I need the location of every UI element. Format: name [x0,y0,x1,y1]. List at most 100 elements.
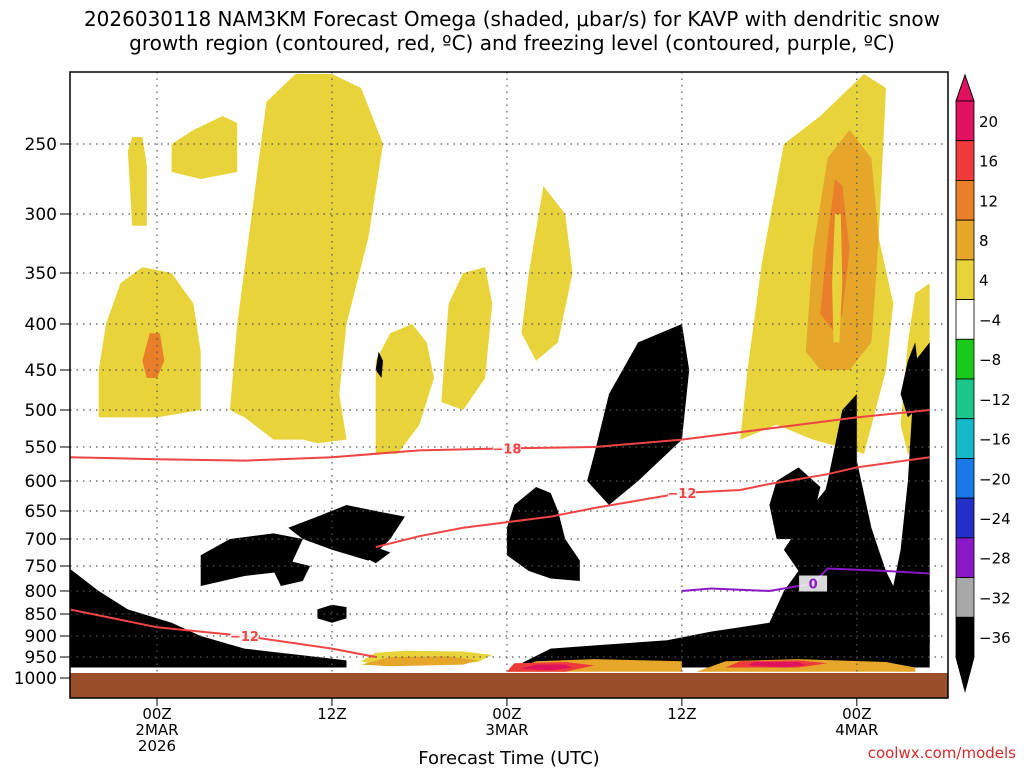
contour-label-bg-2 [230,628,259,644]
omega-region-2 [127,137,147,226]
y-tick-label-500: 500 [25,401,57,421]
y-tick-label-550: 550 [25,438,57,458]
colorbar-swatch-4 [955,259,975,300]
ground-terrain [70,673,948,698]
y-tick-label-350: 350 [25,264,57,284]
y-tick-label-700: 700 [25,530,57,550]
colorbar-label-13: −36 [979,629,1011,647]
colorbar-swatch-5 [955,299,975,340]
colorbar-swatch-1 [955,140,975,181]
y-tick-label-400: 400 [25,315,57,335]
omega-region-34 [821,513,831,537]
x-tick-label-18-0: 12Z [317,705,346,723]
colorbar-label-7: −12 [979,391,1011,409]
contour-label-3: 0 [809,578,818,593]
x-tick-label-6-0: 00Z [142,705,171,723]
colorbar-label-3: 8 [979,232,989,250]
y-tick-label-950: 950 [25,648,57,668]
y-tick-label-1000: 1000 [14,669,57,689]
contour-line-2 [70,608,376,658]
y-tick-label-650: 650 [25,502,57,522]
colorbar-label-12: −32 [979,589,1011,607]
x-axis-label: Forecast Time (UTC) [418,748,599,768]
omega-region-14 [142,333,165,378]
contour-label-bg-1 [667,485,696,501]
y-tick-label-450: 450 [25,361,57,381]
omega-region-4 [171,116,238,179]
contour-label-0: −18 [492,442,521,457]
x-tick-label-30-1: 3MAR [485,721,528,739]
omega-region-25 [375,351,383,378]
colorbar-swatch-9 [955,458,975,499]
contour-label-bg-0 [492,440,521,457]
colorbar-swatch-11 [955,537,975,578]
omega-region-38 [361,656,478,667]
x-tick-label-42-0: 12Z [667,705,696,723]
colorbar-label-4: 4 [979,272,989,290]
omega-region-5 [375,324,434,454]
omega-region-22 [317,604,347,623]
omega-region-3 [229,74,383,444]
omega-region-18 [273,560,311,586]
colorbar-label-5: −4 [979,311,1001,329]
colorbar-swatch-12 [955,577,975,618]
y-axis: 2503003504004505005506006507007508008509… [14,135,70,689]
y-tick-label-850: 850 [25,605,57,625]
contour-label-2: −12 [230,630,259,645]
colorbar-top-arrow [955,73,975,102]
x-tick-label-6-1: 2MAR [135,721,178,739]
colorbar-label-2: 12 [979,192,998,210]
x-tick-label-54-0: 00Z [842,705,871,723]
contour-line-0 [70,409,930,462]
colorbar-swatch-3 [955,219,975,261]
colorbar-bottom-arrow [955,656,975,693]
colorbar-label-11: −28 [979,550,1011,568]
omega-region-32 [900,342,920,418]
y-tick-label-250: 250 [25,135,57,155]
omega-shading [70,74,930,672]
contour-label-bg-3 [799,575,828,592]
x-tick-label-54-1: 4MAR [835,721,878,739]
omega-region-29 [84,629,172,662]
colorbar-label-9: −20 [979,470,1011,488]
contour-label-1: −12 [667,487,696,502]
omega-region-21 [587,324,690,505]
y-tick-label-300: 300 [25,205,57,225]
colorbar-label-6: −8 [979,351,1001,369]
omega-region-7 [521,186,573,361]
colorbar-swatch-0 [955,100,975,142]
y-tick-label-600: 600 [25,472,57,492]
chart-title-line1: 2026030118 NAM3KM Forecast Omega (shaded… [83,7,941,31]
omega-region-13 [832,214,843,343]
grid-lines [70,72,948,698]
y-tick-label-900: 900 [25,627,57,647]
x-tick-label-6-2: 2026 [138,737,176,755]
colorbar-swatch-8 [955,418,975,459]
omega-region-6 [441,267,493,410]
colorbar-swatch-6 [955,338,975,380]
colorbar-label-0: 20 [979,113,998,131]
colorbar-swatch-13 [955,616,975,658]
site-credit: coolwx.com/models [867,744,1016,762]
y-tick-label-800: 800 [25,582,57,602]
colorbar-swatch-10 [955,497,975,539]
omega-region-42 [747,662,806,668]
colorbar-swatch-2 [955,180,975,221]
colorbar-label-1: 16 [979,153,998,171]
omega-region-41 [521,664,573,671]
colorbar-label-8: −16 [979,431,1011,449]
colorbar-label-10: −24 [979,510,1011,528]
plot-frame [69,71,949,699]
x-tick-label-30-0: 00Z [492,705,521,723]
contour-lines: −18 −12 −12 0 [70,409,930,658]
colorbar-swatch-7 [955,378,975,420]
omega-region-23 [521,342,930,668]
omega-region-16 [200,533,303,586]
chart-title-line2: growth region (contoured, red, ºC) and f… [129,31,895,55]
colorbar: 20 16 12 8 4 −4 −8 −12 −16 −20 −24 −28 −32 −36 [955,73,1011,693]
contour-line-1 [375,456,930,549]
omega-region-27 [711,604,930,651]
omega-region-19 [361,547,391,564]
